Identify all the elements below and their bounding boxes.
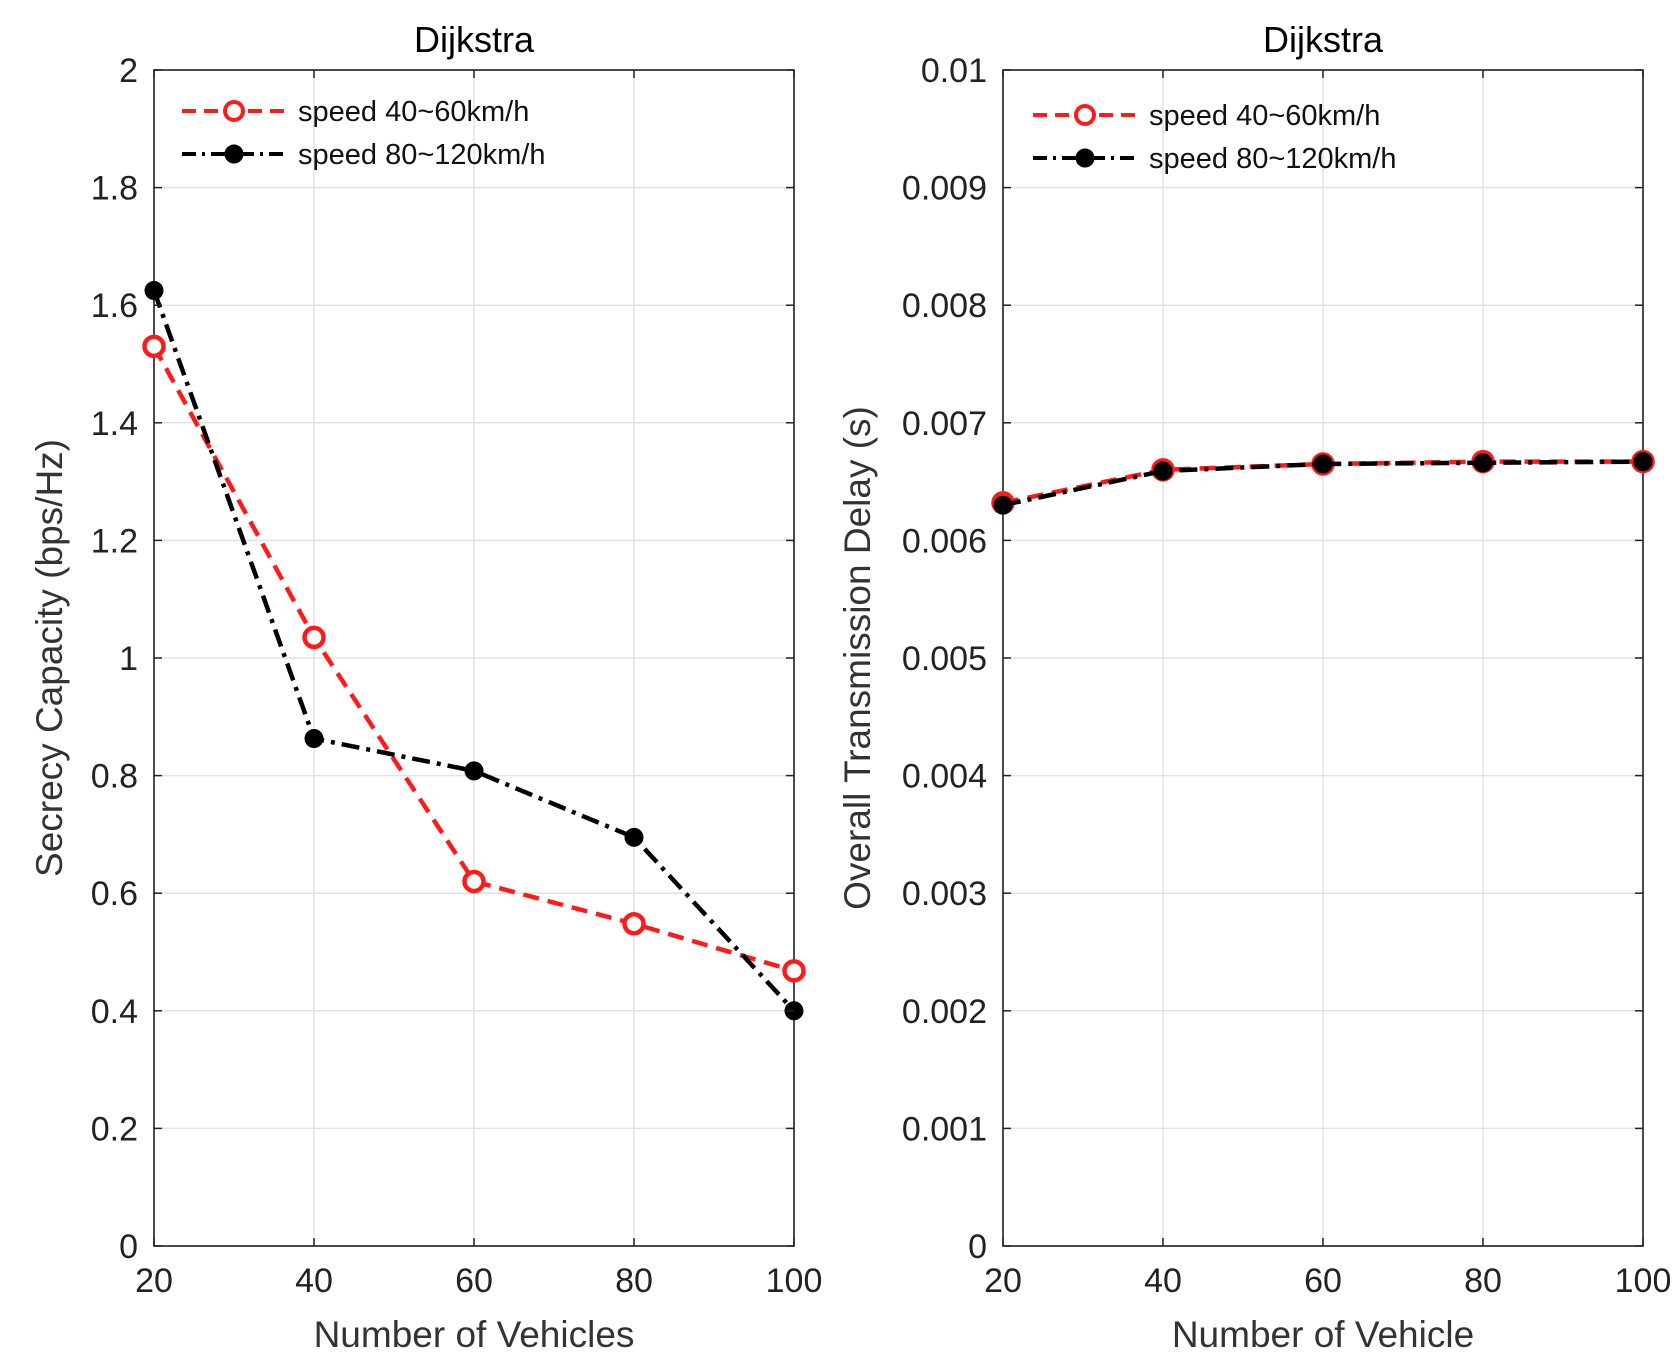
data-point-right-s1-20 [993, 495, 1013, 515]
data-point-left-s0-60 [462, 869, 486, 894]
y-tick-label: 0.6 [91, 875, 138, 913]
data-point-right-s1-40 [1153, 461, 1173, 481]
chart-left-series [142, 281, 806, 1021]
data-point-left-s0-100 [782, 959, 806, 983]
y-tick-label: 0.008 [902, 287, 987, 325]
y-tick-label: 1.8 [91, 170, 138, 208]
chart-left: 20 40 60 80 100 0 0.2 0.4 0.6 0.8 1 1.2 1.4 1.6 1.8 2 D… [29, 19, 822, 1355]
x-tick-label: 80 [1464, 1262, 1502, 1300]
legend-marker-open-circle [223, 100, 245, 122]
legend-item-right-speed-40-60: speed 40~60km/h [1033, 100, 1380, 132]
x-tick-label: 40 [295, 1262, 333, 1300]
legend-item-left-speed-40-60: speed 40~60km/h [182, 96, 529, 128]
y-tick-label: 0.007 [902, 405, 987, 443]
y-tick-label: 1 [119, 640, 138, 678]
chart-left-grid [153, 69, 795, 1247]
chart-left-legend: speed 40~60km/h speed 80~120km/h [182, 96, 546, 171]
legend-label-left-speed-40-60: speed 40~60km/h [298, 96, 529, 128]
y-tick-label: 0.003 [902, 875, 987, 913]
chart-left-ylabel: Secrecy Capacity (bps/Hz) [29, 439, 70, 877]
legend-label-right-speed-80-120: speed 80~120km/h [1149, 143, 1397, 175]
data-point-right-s1-80 [1473, 453, 1493, 473]
chart-right-title: Dijkstra [1263, 19, 1384, 60]
y-tick-label: 0 [968, 1228, 987, 1266]
data-point-left-s1-60 [464, 761, 484, 781]
data-point-left-s0-20 [142, 334, 166, 359]
chart-left-xlabel: Number of Vehicles [314, 1314, 635, 1355]
data-point-right-s1-100 [1633, 452, 1653, 472]
y-tick-label: 0 [119, 1228, 138, 1266]
x-tick-label: 80 [615, 1262, 653, 1300]
x-tick-label: 20 [135, 1262, 173, 1300]
y-tick-label: 1.2 [91, 522, 138, 560]
legend-label-left-speed-80-120: speed 80~120km/h [298, 139, 546, 171]
chart-right-series [991, 449, 1655, 515]
y-tick-label: 0.001 [902, 1110, 987, 1148]
chart-right-legend: speed 40~60km/h speed 80~120km/h [1033, 100, 1397, 175]
y-tick-label: 0.002 [902, 993, 987, 1031]
x-tick-label: 40 [1144, 1262, 1182, 1300]
chart-right-xlabel: Number of Vehicle [1172, 1314, 1474, 1355]
chart-right-ticks: 20 40 60 80 100 0 0.001 0.002 0.003 0.004 0.005 0.0… [902, 52, 1671, 1300]
data-point-left-s0-40 [302, 625, 326, 650]
y-tick-label: 0.005 [902, 640, 987, 678]
y-tick-label: 0.01 [921, 52, 987, 90]
x-tick-label: 60 [1304, 1262, 1342, 1300]
y-tick-label: 0.006 [902, 522, 987, 560]
x-tick-label: 20 [984, 1262, 1022, 1300]
data-point-left-s1-20 [144, 281, 164, 300]
y-tick-label: 0.4 [91, 993, 138, 1031]
y-tick-label: 1.4 [91, 405, 138, 443]
legend-marker-filled-circle [224, 144, 244, 164]
y-tick-label: 0.004 [902, 758, 987, 796]
chart-right: 20 40 60 80 100 0 0.001 0.002 0.003 0.004 0.005 0.0… [837, 19, 1671, 1355]
chart-right-ylabel: Overall Transmission Delay (s) [837, 406, 878, 910]
legend-marker-open-circle [1074, 104, 1096, 126]
y-tick-label: 0.8 [91, 758, 138, 796]
legend-label-right-speed-40-60: speed 40~60km/h [1149, 100, 1380, 132]
series-line-right-1 [1002, 459, 1644, 508]
chart-left-ticks: 20 40 60 80 100 0 0.2 0.4 0.6 0.8 1 1.2 1.4 1.6 1.8 2 [91, 52, 823, 1300]
x-tick-label: 60 [455, 1262, 493, 1300]
chart-right-grid [1002, 69, 1644, 1247]
y-tick-label: 0.2 [91, 1110, 138, 1148]
data-point-right-s1-60 [1313, 454, 1333, 474]
data-point-left-s1-40 [304, 729, 324, 749]
x-tick-label: 100 [766, 1262, 823, 1300]
legend-item-right-speed-80-120: speed 80~120km/h [1033, 143, 1397, 175]
y-tick-label: 0.009 [902, 170, 987, 208]
data-point-left-s1-80 [624, 827, 644, 847]
legend-marker-filled-circle [1075, 148, 1095, 168]
chart-left-title: Dijkstra [414, 19, 535, 60]
x-tick-label: 100 [1615, 1262, 1672, 1300]
y-tick-label: 1.6 [91, 287, 138, 325]
legend-item-left-speed-80-120: speed 80~120km/h [182, 139, 546, 171]
data-point-left-s0-80 [622, 912, 646, 936]
y-tick-label: 2 [119, 52, 138, 90]
